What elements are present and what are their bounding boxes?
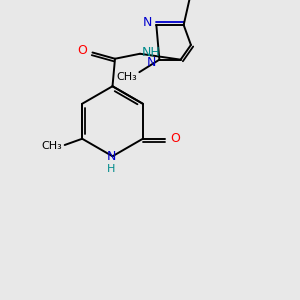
Text: N: N xyxy=(106,150,116,163)
Text: CH₃: CH₃ xyxy=(116,72,137,82)
Text: O: O xyxy=(78,44,87,56)
Text: CH₃: CH₃ xyxy=(42,141,63,151)
Text: O: O xyxy=(170,132,180,145)
Text: H: H xyxy=(107,164,116,174)
Text: N: N xyxy=(143,16,152,29)
Text: NH: NH xyxy=(142,46,161,59)
Text: N: N xyxy=(147,56,157,69)
